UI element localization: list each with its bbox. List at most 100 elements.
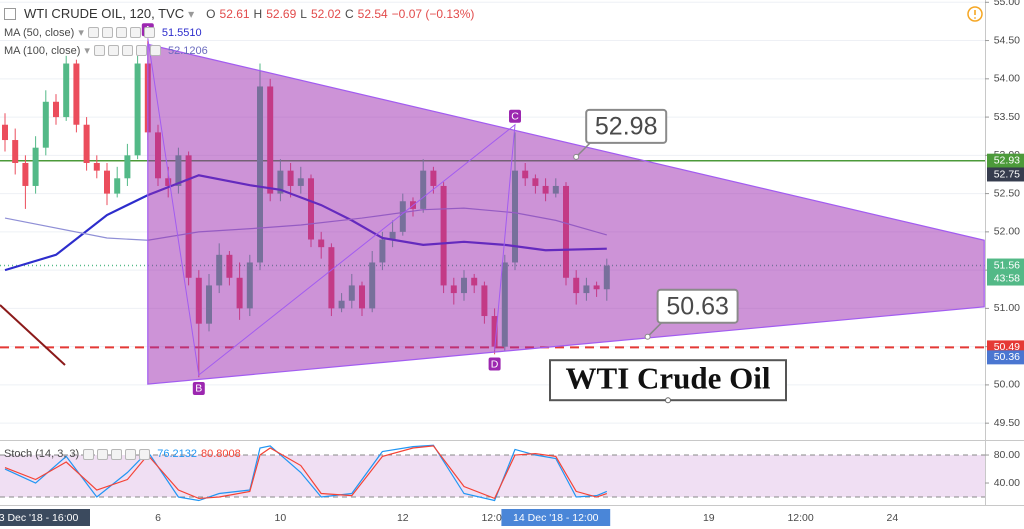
stoch-line: [4, 445, 607, 500]
settings-icon[interactable]: [107, 45, 119, 56]
eye-icon[interactable]: [83, 448, 95, 460]
y-tick-label: 40.00: [994, 477, 1020, 489]
y-tick-label: 80.00: [994, 449, 1020, 461]
y-tick-label: 52.00: [994, 226, 1020, 238]
close-icon[interactable]: [125, 448, 137, 460]
candle-body: [124, 155, 131, 179]
add-icon[interactable]: [121, 45, 133, 56]
stoch-d-value: 80.8008: [200, 448, 241, 460]
indicator-value: 52.1206: [167, 44, 208, 57]
x-tick-label: 6: [155, 512, 161, 524]
caption-text: WTI Crude Oil: [566, 360, 771, 395]
settings-icon[interactable]: [97, 448, 109, 460]
time-highlight: [0, 509, 91, 526]
add-icon[interactable]: [111, 448, 123, 460]
candle-body: [73, 63, 80, 125]
x-tick-label: 24: [887, 512, 899, 524]
ohlc-open: 52.61: [219, 6, 250, 21]
x-tick-label: 03 Dec '18 - 16:00: [0, 512, 78, 524]
price-label: 52.93: [994, 154, 1020, 166]
more-icon[interactable]: [143, 27, 155, 38]
y-tick-label: 52.50: [994, 187, 1020, 199]
x-tick-label: 19: [703, 512, 715, 524]
ohlc-close-label: C: [344, 6, 354, 21]
callout-connector: [647, 322, 663, 338]
close-icon[interactable]: [129, 27, 141, 38]
header-row: WTI CRUDE OIL, 120, TVC ▾ O 52.61 H 52.69 …: [0, 6, 478, 21]
abcd-label: B: [195, 383, 202, 395]
abcd-label: D: [491, 358, 499, 370]
ohlc-close: 52.54: [357, 6, 388, 21]
dropdown-caret[interactable]: ▾: [188, 6, 195, 21]
candle-body: [53, 101, 59, 118]
price-label: 52.75: [994, 168, 1020, 180]
callout-connector: [575, 142, 591, 158]
candle-body: [134, 63, 141, 156]
abcd-label: C: [511, 111, 519, 123]
abcd-label-box: [488, 357, 501, 371]
close-icon[interactable]: [135, 45, 147, 56]
settings-icon[interactable]: [101, 27, 113, 38]
y-tick-label: 50.00: [994, 379, 1020, 391]
ohlc-low: 52.02: [310, 6, 341, 21]
callout-box: [656, 288, 739, 324]
candle-body: [93, 162, 100, 171]
candle-body: [32, 147, 39, 186]
alert-icon[interactable]: [967, 6, 983, 22]
trend-line: [0, 304, 66, 366]
candle-body: [104, 170, 110, 194]
eye-icon[interactable]: [93, 45, 105, 56]
more-icon[interactable]: [139, 448, 151, 460]
candle-body: [2, 124, 8, 141]
collapse-icon[interactable]: [4, 7, 16, 20]
stoch-band: [0, 455, 985, 498]
y-tick-label: 49.50: [994, 417, 1020, 429]
abcd-label-box: [509, 109, 521, 123]
callout-anchor: [644, 333, 651, 340]
dropdown-caret[interactable]: ▾: [84, 45, 90, 57]
price-label: 50.36: [994, 351, 1020, 363]
dropdown-caret[interactable]: ▾: [78, 27, 84, 39]
ohlc-high-label: H: [253, 6, 263, 21]
price-label: 50.49: [994, 341, 1020, 353]
callout-text: 50.63: [666, 292, 729, 320]
ohlc-high: 52.69: [266, 6, 297, 21]
callout-text: 52.98: [595, 112, 658, 140]
triangle-pattern: [147, 43, 985, 385]
price-label-box: [987, 350, 1024, 365]
indicator-row: MA (100, close) ▾ 52.1206: [0, 44, 212, 58]
x-tick-label: 10: [275, 512, 287, 524]
ohlc-change: −0.07 (−0.13%): [391, 6, 475, 21]
candle-body: [42, 101, 49, 148]
bar-countdown: 43:58: [994, 272, 1020, 284]
caption-anchor: [665, 397, 671, 404]
indicator-value: 51.5510: [161, 26, 202, 39]
y-tick-label: 54.00: [994, 73, 1020, 85]
indicator-name: MA (100, close): [4, 44, 81, 57]
y-tick-label: 54.50: [994, 34, 1020, 46]
symbol-title: WTI CRUDE OIL, 120, TVC: [24, 6, 185, 21]
ohlc-low-label: L: [300, 6, 307, 21]
more-icon[interactable]: [149, 45, 161, 56]
ohlc-open-label: O: [206, 6, 216, 21]
price-label-box: [987, 258, 1024, 286]
abcd-path: [147, 38, 516, 376]
add-icon[interactable]: [115, 27, 127, 38]
y-tick-label: 55.00: [994, 0, 1020, 8]
indicator-row: MA (50, close) ▾ 51.5510: [0, 26, 206, 40]
price-label-box: [987, 153, 1024, 168]
candle-body: [12, 140, 19, 163]
candle-body: [22, 162, 29, 186]
plot-layer: [2, 38, 985, 385]
abcd-label-box: [192, 381, 205, 395]
eye-icon[interactable]: [87, 27, 99, 38]
candle-body: [63, 63, 70, 118]
stoch-k-value: 76.2132: [157, 448, 197, 460]
callout-box: [585, 108, 668, 144]
x-tick-label: 12: [397, 512, 409, 524]
callout-anchor: [573, 153, 580, 160]
price-label-box: [987, 167, 1024, 182]
x-tick-label: 12:00: [787, 512, 813, 524]
